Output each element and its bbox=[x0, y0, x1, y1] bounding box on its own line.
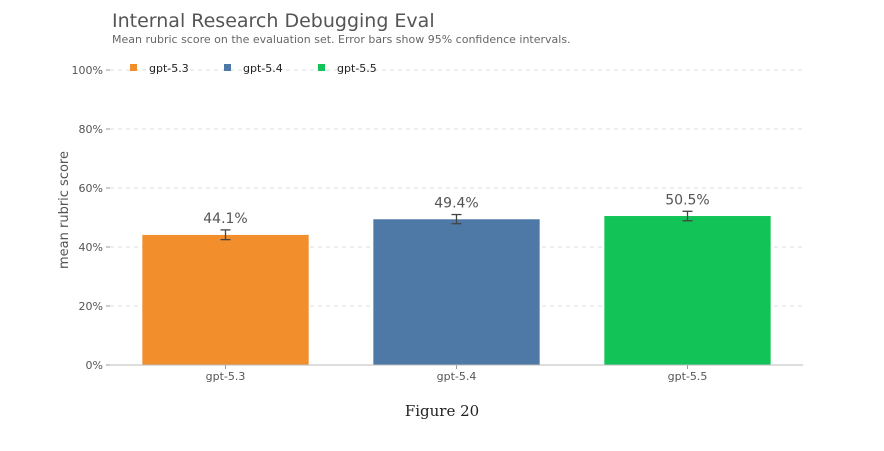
y-tick-label: 0% bbox=[86, 359, 103, 372]
value-label: 44.1% bbox=[203, 211, 247, 227]
y-tick-label: 80% bbox=[79, 123, 103, 136]
y-tick-label: 60% bbox=[79, 182, 103, 195]
y-tick-label: 100% bbox=[72, 64, 103, 77]
legend-swatch bbox=[224, 64, 231, 71]
legend-swatch bbox=[318, 64, 325, 71]
y-tick-label: 20% bbox=[79, 300, 103, 313]
figure-caption: Figure 20 bbox=[404, 402, 480, 420]
value-label: 49.4% bbox=[434, 196, 478, 212]
bar-gpt-5.4 bbox=[373, 219, 540, 365]
y-tick-label: 40% bbox=[79, 241, 103, 254]
chart-title: Internal Research Debugging Eval bbox=[112, 10, 435, 32]
x-tick-label: gpt-5.4 bbox=[437, 370, 477, 383]
legend-label: gpt-5.5 bbox=[337, 62, 377, 75]
legend-swatch bbox=[130, 64, 137, 71]
legend-label: gpt-5.4 bbox=[243, 62, 283, 75]
y-axis-label: mean rubric score bbox=[57, 151, 72, 269]
value-label: 50.5% bbox=[665, 192, 709, 208]
bar-gpt-5.3 bbox=[142, 234, 309, 365]
bar-gpt-5.5 bbox=[604, 216, 771, 365]
legend-label: gpt-5.3 bbox=[149, 62, 189, 75]
chart-subtitle: Mean rubric score on the evaluation set.… bbox=[112, 33, 571, 46]
x-tick-label: gpt-5.3 bbox=[206, 370, 246, 383]
x-tick-label: gpt-5.5 bbox=[668, 370, 708, 383]
